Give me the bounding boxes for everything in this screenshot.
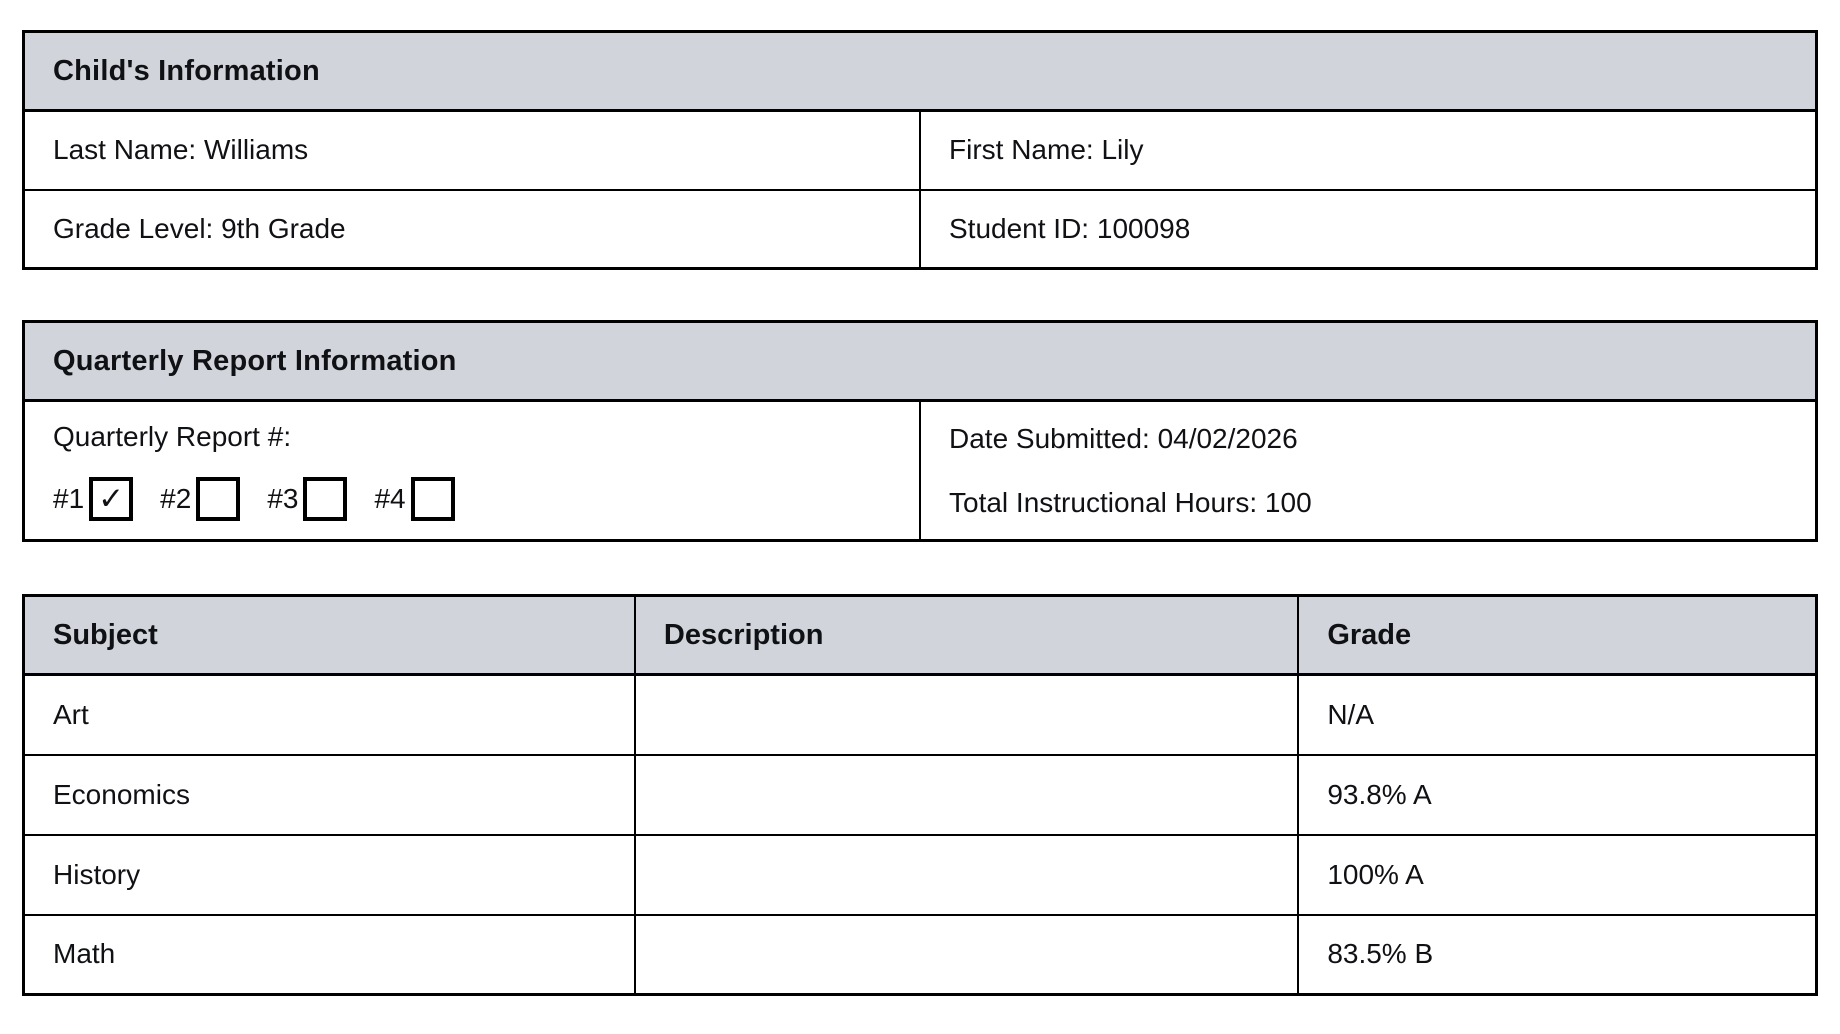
checkbox-q2[interactable] xyxy=(196,476,241,521)
checkbox-item-q3: #3 xyxy=(267,476,348,521)
table-row: Grade Level: 9th Grade Student ID: 10009… xyxy=(22,188,1818,270)
date-submitted-value: 04/02/2026 xyxy=(1157,422,1298,454)
table-row: Quarterly Report #: #1 ✓ #2 #3 xyxy=(22,399,1818,542)
table-row: Economics 93.8% A xyxy=(22,753,1818,836)
table-row: Math 83.5% B xyxy=(22,913,1818,996)
grade-column-header: Grade xyxy=(1297,594,1818,676)
description-column-header: Description xyxy=(633,594,1300,676)
last-name-value: Williams xyxy=(203,134,309,166)
subject-cell: Math xyxy=(22,913,636,996)
child-information-section-title: Child's Information xyxy=(22,30,1818,112)
grade-level-cell: Grade Level: 9th Grade xyxy=(22,188,921,270)
description-cell xyxy=(633,913,1300,996)
first-name-value: Lily xyxy=(1101,134,1144,166)
checkbox-q1-label: #1 xyxy=(53,482,85,514)
submission-info-cell: Date Submitted: 04/02/2026 Total Instruc… xyxy=(919,399,1818,542)
last-name-label: Last Name: xyxy=(53,134,197,166)
checkbox-q3[interactable] xyxy=(303,476,348,521)
child-information-table: Child's Information Last Name: Williams … xyxy=(22,30,1818,270)
quarterly-report-table: Quarterly Report Information Quarterly R… xyxy=(22,320,1818,542)
table-row: Last Name: Williams First Name: Lily xyxy=(22,109,1818,191)
student-id-cell: Student ID: 100098 xyxy=(919,188,1818,270)
description-cell xyxy=(633,833,1300,916)
table-row: Art N/A xyxy=(22,673,1818,756)
table-row: History 100% A xyxy=(22,833,1818,916)
grade-level-label: Grade Level: xyxy=(53,212,214,244)
first-name-label: First Name: xyxy=(949,134,1094,166)
subject-cell: Art xyxy=(22,673,636,756)
description-cell xyxy=(633,673,1300,756)
grades-table: Subject Description Grade Art N/A Econom… xyxy=(22,594,1818,996)
last-name-cell: Last Name: Williams xyxy=(22,109,921,191)
grade-cell: N/A xyxy=(1297,673,1818,756)
total-hours-value: 100 xyxy=(1264,486,1312,518)
student-id-label: Student ID: xyxy=(949,212,1090,244)
checkbox-q2-label: #2 xyxy=(160,482,192,514)
quarterly-report-section-title: Quarterly Report Information xyxy=(22,320,1818,402)
grade-level-value: 9th Grade xyxy=(221,212,346,244)
quarterly-report-number-label: Quarterly Report #: xyxy=(53,420,292,452)
grade-cell: 93.8% A xyxy=(1297,753,1818,836)
student-id-value: 100098 xyxy=(1096,212,1191,244)
date-submitted-label: Date Submitted: xyxy=(949,422,1150,454)
subject-cell: Economics xyxy=(22,753,636,836)
total-hours-label: Total Instructional Hours: xyxy=(949,486,1258,518)
first-name-cell: First Name: Lily xyxy=(919,109,1818,191)
checkbox-q4-label: #4 xyxy=(374,482,406,514)
subject-cell: History xyxy=(22,833,636,916)
checkbox-q4[interactable] xyxy=(410,476,455,521)
quarterly-report-number-cell: Quarterly Report #: #1 ✓ #2 #3 xyxy=(22,399,921,542)
total-hours-line: Total Instructional Hours: 100 xyxy=(949,487,1787,519)
checkbox-q3-label: #3 xyxy=(267,482,299,514)
subject-column-header: Subject xyxy=(22,594,636,676)
checkbox-q1[interactable]: ✓ xyxy=(89,476,134,521)
quarterly-report-checkbox-group: #1 ✓ #2 #3 #4 xyxy=(53,476,891,521)
date-submitted-line: Date Submitted: 04/02/2026 xyxy=(949,423,1787,455)
checkbox-item-q1: #1 ✓ xyxy=(53,476,134,521)
description-cell xyxy=(633,753,1300,836)
report-page: Child's Information Last Name: Williams … xyxy=(22,30,1818,996)
checkbox-item-q2: #2 xyxy=(160,476,241,521)
checkbox-item-q4: #4 xyxy=(374,476,455,521)
grade-cell: 100% A xyxy=(1297,833,1818,916)
grade-cell: 83.5% B xyxy=(1297,913,1818,996)
